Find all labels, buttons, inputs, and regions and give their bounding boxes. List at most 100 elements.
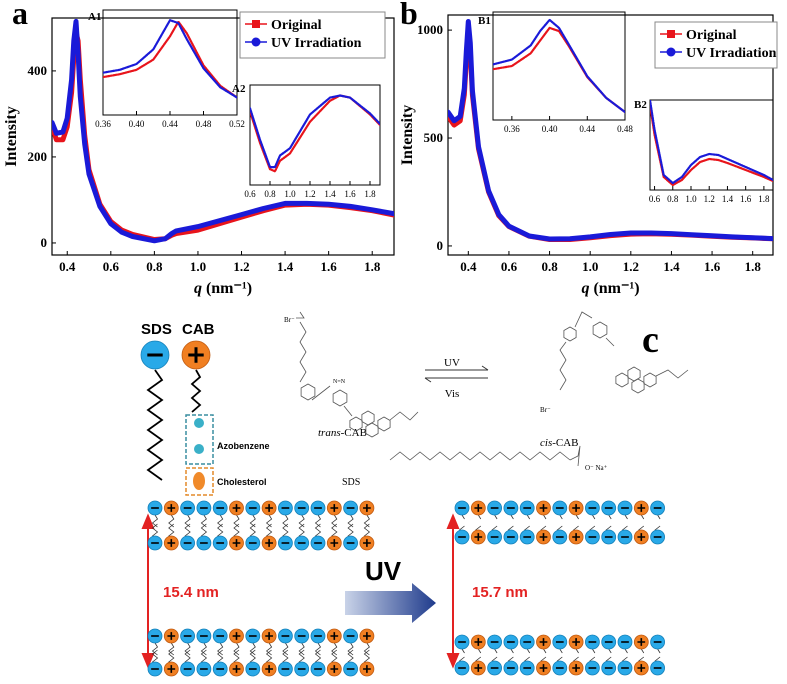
charge-sign xyxy=(232,665,241,673)
charge-sign xyxy=(167,665,176,673)
x-tick-label: 1.8 xyxy=(364,189,376,199)
tail xyxy=(282,642,289,656)
x-tick-label: 0.52 xyxy=(229,119,245,129)
tail xyxy=(314,642,322,656)
cab-label: CAB xyxy=(182,321,215,338)
x-tick-label: 1.6 xyxy=(740,194,752,204)
charge-sign xyxy=(637,504,646,512)
panel-label: c xyxy=(642,319,659,361)
azobenzene-label: Azobenzene xyxy=(217,441,270,451)
tail xyxy=(249,514,256,528)
tail xyxy=(477,514,482,520)
tail xyxy=(494,514,498,520)
tail xyxy=(200,642,207,656)
transition-arrow xyxy=(345,583,436,623)
y-tick-label: 0 xyxy=(437,238,444,253)
charge-sign xyxy=(637,533,646,541)
x-tick-label: 1.8 xyxy=(364,259,381,274)
charge-sign xyxy=(474,504,483,512)
charge-sign xyxy=(474,533,483,541)
cholesterol-box xyxy=(185,467,214,496)
x-tick-label: 1.4 xyxy=(324,189,336,199)
legend-label: Original xyxy=(271,18,322,33)
charge-sign xyxy=(188,347,204,363)
sds-molecule-label: SDS xyxy=(342,477,360,488)
panel-label: B1 xyxy=(478,15,491,27)
panel-label: A2 xyxy=(232,83,246,95)
tail xyxy=(282,514,289,528)
charge-sign xyxy=(474,638,483,646)
bond xyxy=(389,451,571,461)
tail xyxy=(184,642,191,656)
tail xyxy=(640,648,645,654)
x-tick-label: 0.8 xyxy=(667,194,679,204)
x-tick-label: 0.6 xyxy=(501,259,518,274)
tail xyxy=(640,514,645,520)
x-tick-label: 0.40 xyxy=(542,124,558,134)
x-tick-label: 0.8 xyxy=(146,259,163,274)
x-axis-unit: (nm⁻¹) xyxy=(593,280,639,297)
legend-marker xyxy=(666,47,676,57)
azobenzene-box xyxy=(185,414,214,465)
x-tick-label: 0.4 xyxy=(59,259,76,274)
charge-sign xyxy=(363,665,371,673)
y-axis-label: Intensity xyxy=(3,106,20,166)
charge-sign xyxy=(265,539,273,547)
charge-sign xyxy=(572,664,580,672)
diagram: c SDS CAB Azobenzene Cholesterol UV Vis … xyxy=(140,311,689,677)
cis-suffix: -CAB xyxy=(552,437,578,449)
x-tick-label: 0.6 xyxy=(244,189,256,199)
tail xyxy=(494,648,498,654)
x-tick-label: 1.8 xyxy=(758,194,770,204)
x-tick-label: 1.2 xyxy=(304,189,315,199)
x-tick-label: 1.2 xyxy=(233,259,249,274)
panel-label: A1 xyxy=(88,11,101,23)
charge-sign xyxy=(637,638,646,646)
trans-suffix: -CAB xyxy=(341,427,367,439)
trans-label: trans-CAB xyxy=(318,427,367,439)
tail xyxy=(526,648,531,654)
azobenzene-ring xyxy=(194,444,204,454)
forward-label: UV xyxy=(444,357,460,369)
x-tick-label: 0.6 xyxy=(649,194,661,204)
x-tick-label: 1.8 xyxy=(745,259,762,274)
tail xyxy=(151,514,159,528)
spacing-label: 15.7 nm xyxy=(472,584,528,601)
x-tick-label: 0.48 xyxy=(617,124,633,134)
x-tick-label: 1.6 xyxy=(704,259,721,274)
tail xyxy=(249,642,256,656)
x-tick-label: 1.2 xyxy=(704,194,715,204)
bromide-label: Br⁻ xyxy=(284,316,295,324)
plot-frame xyxy=(492,11,626,121)
y-axis-label: Intensity xyxy=(399,105,416,165)
legend-box xyxy=(239,11,386,59)
y-tick-label: 400 xyxy=(28,63,48,78)
series-line xyxy=(650,103,773,187)
y-tick-label: 200 xyxy=(28,149,48,164)
tail xyxy=(657,648,661,654)
tail xyxy=(168,642,175,656)
y-tick-label: 500 xyxy=(424,130,444,145)
cholesterol-label: Cholesterol xyxy=(217,477,267,487)
x-tick-label: 1.4 xyxy=(663,259,680,274)
bond xyxy=(343,405,353,417)
charge-sign xyxy=(539,504,548,512)
charge-sign xyxy=(232,539,241,547)
equilibrium-arrows xyxy=(424,365,489,383)
plot-frame xyxy=(102,9,238,116)
tail xyxy=(184,514,191,528)
tail xyxy=(559,514,563,520)
ring xyxy=(643,372,657,388)
panel-label: B2 xyxy=(634,99,647,111)
ring xyxy=(377,416,391,432)
tail xyxy=(298,514,305,528)
tail xyxy=(575,648,579,654)
bond xyxy=(389,411,419,421)
tail xyxy=(217,514,224,528)
series-line xyxy=(493,26,625,114)
tail xyxy=(592,514,596,520)
chart: 0.6 0.8 1.0 1.2 1.4 1.6 1.8 A2 xyxy=(232,83,381,199)
series-line xyxy=(493,18,625,114)
ring xyxy=(615,372,629,388)
tail xyxy=(331,642,338,656)
